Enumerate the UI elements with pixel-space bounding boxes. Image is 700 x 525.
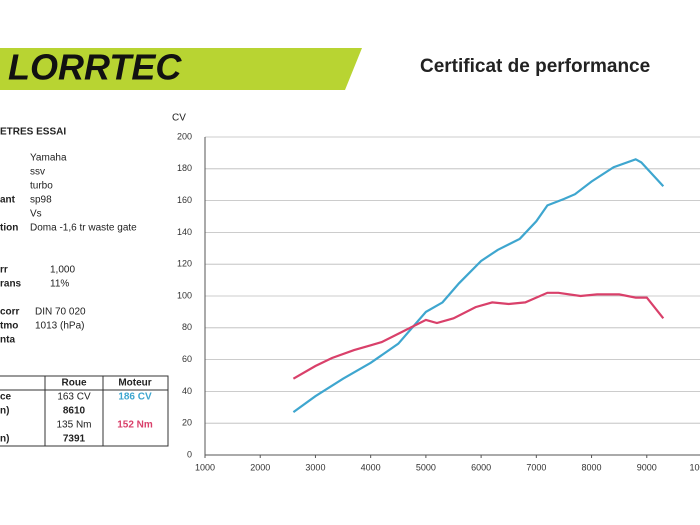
x-tick-label: 6000 xyxy=(471,462,491,472)
param-value: 1,000 xyxy=(50,265,75,276)
table-cell: 186 CV xyxy=(118,392,152,403)
table-cell: 8610 xyxy=(63,406,86,417)
result-table xyxy=(0,375,169,447)
table-header: Roue xyxy=(62,378,87,389)
x-tick-label: 1000 xyxy=(195,462,215,472)
logo-banner xyxy=(0,48,362,90)
x-tick-label: 9000 xyxy=(637,462,657,472)
y-tick-label: 80 xyxy=(182,322,192,332)
y-tick-label: 180 xyxy=(177,163,192,173)
x-tick-label: 5000 xyxy=(416,462,436,472)
param-label: rr xyxy=(0,265,8,276)
x-tick-label: 2000 xyxy=(250,462,270,472)
doc-title: Certificat de performance xyxy=(420,56,650,77)
param-value: 1013 (hPa) xyxy=(35,321,84,332)
data-line xyxy=(292,291,665,380)
data-line xyxy=(292,158,665,413)
table-label: n) xyxy=(0,406,9,417)
y-tick-label: 120 xyxy=(177,259,192,269)
param-value: ssv xyxy=(30,167,45,178)
y-axis-label: CV xyxy=(172,113,186,124)
param-label: corr xyxy=(0,307,20,318)
logo: LORRTEC xyxy=(8,47,182,88)
param-value: Vs xyxy=(30,209,42,220)
param-value: 11% xyxy=(50,279,69,290)
param-label: tmo xyxy=(0,321,18,332)
table-cell: 135 Nm xyxy=(56,420,91,431)
x-tick-label: 8000 xyxy=(582,462,602,472)
y-tick-label: 160 xyxy=(177,195,192,205)
table-cell: 152 Nm xyxy=(117,420,153,431)
y-tick-label: 200 xyxy=(177,131,192,141)
x-tick-label: 3000 xyxy=(305,462,325,472)
param-value: sp98 xyxy=(30,195,52,206)
table-cell: 7391 xyxy=(63,434,86,445)
x-tick-label: 7000 xyxy=(526,462,546,472)
param-label: ant xyxy=(0,195,16,206)
y-tick-label: 100 xyxy=(177,290,192,300)
y-tick-label: 20 xyxy=(182,418,192,428)
param-label: nta xyxy=(0,335,15,346)
x-tick-label: 4000 xyxy=(361,462,381,472)
table-header: Moteur xyxy=(118,378,151,389)
y-tick-label: 0 xyxy=(187,449,192,459)
param-value: Yamaha xyxy=(30,153,67,164)
table-cell: 163 CV xyxy=(57,392,91,403)
params-heading: ETRES ESSAI xyxy=(0,127,66,138)
param-value: turbo xyxy=(30,181,53,192)
y-tick-label: 140 xyxy=(177,227,192,237)
x-tick-label: 10000 xyxy=(689,462,700,472)
param-value: Doma -1,6 tr waste gate xyxy=(30,223,137,234)
table-label: ce xyxy=(0,392,12,403)
param-label: rans xyxy=(0,279,22,290)
param-label: tion xyxy=(0,223,18,234)
y-tick-label: 60 xyxy=(182,354,192,364)
param-value: DIN 70 020 xyxy=(35,307,86,318)
table-label: n) xyxy=(0,434,9,445)
y-tick-label: 40 xyxy=(182,386,192,396)
